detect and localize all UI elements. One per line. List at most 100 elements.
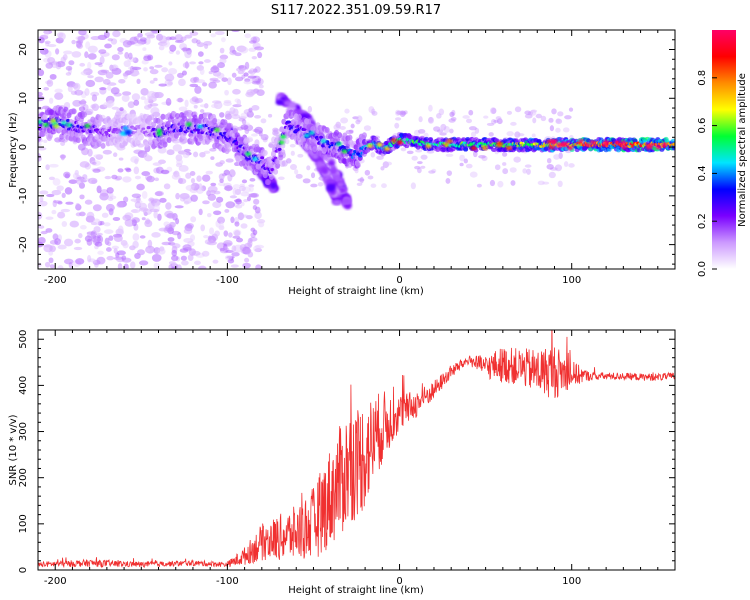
spectrogram-branch-blob [311,153,319,160]
spectrogram-ridge-halo [166,136,172,143]
spectrogram-speckle [445,153,454,157]
spectrogram-speckle [203,150,211,154]
spectrogram-speckle [160,169,170,174]
spectrogram-peak [66,123,73,128]
spectrogram-speckle [449,128,454,134]
x-tick-label: 0 [396,576,402,587]
spectrogram-speckle [234,230,241,237]
figure-title: S117.2022.351.09.59.R17 [271,3,441,18]
spectrogram-speckle [157,213,162,221]
spectrogram-speckle [247,251,254,258]
spectrogram-speckle [466,118,473,124]
spectrogram-speckle [376,155,384,160]
spectrogram-speckle [209,227,215,235]
spectrogram-speckle [219,160,225,165]
spectrogram-speckle [250,227,256,232]
spectrogram-speckle [290,150,295,156]
spectrogram-speckle [153,77,158,82]
spectrogram-speckle [53,200,62,204]
spectrogram-speckle [254,46,265,51]
spectrogram-speckle [200,224,206,232]
spectrogram-speckle [241,179,248,184]
spectrogram-speckle [100,69,110,74]
spectrogram-speckle [67,85,73,93]
spectrogram-speckle [524,164,532,168]
spectrogram-speckle [370,152,376,158]
spectrogram-speckle [122,39,132,48]
spectrogram-speckle [302,178,311,184]
spectrogram-speckle [199,68,205,75]
spectrogram-branch-blob [332,174,341,182]
spectrogram-speckle [476,183,482,188]
y-tick-label: 300 [18,422,29,441]
spectrogram-speckle [127,101,135,109]
spectrogram-speckle [43,30,49,37]
spectrogram-speckle [232,88,241,95]
spectrogram-speckle [546,157,552,164]
spectrogram-ridge-halo [273,168,279,175]
spectrogram-speckle [205,170,213,175]
spectrogram-speckle [69,220,80,228]
spectrogram-speckle [232,184,241,190]
spectrogram-speckle [196,175,202,182]
spectrogram-speckle [143,153,150,161]
spectrogram-speckle [151,253,162,262]
spectrogram-speckle [161,67,169,73]
spectrogram-speckle [555,127,561,133]
spectrogram-speckle [345,129,354,135]
spectrogram-speckle [107,100,115,107]
spectrogram-peak [280,134,287,139]
spectrogram-peak [366,143,373,148]
spectrogram-speckle [117,51,123,55]
spectrogram-speckle [206,212,212,218]
spectrogram-speckle [38,147,47,151]
spectrogram-speckle [394,122,400,129]
spectrogram-speckle [177,72,184,79]
spectrogram-speckle [63,50,73,55]
spectrogram-speckle [52,178,61,186]
spectrogram-branch-blob [325,178,335,186]
spectrogram-speckle [43,244,53,248]
spectrogram-ridge-halo [244,136,250,143]
spectrogram-speckle [93,154,104,158]
spectrogram-speckle [87,148,93,157]
spectrogram-speckle [167,213,175,219]
spectrogram-ridge-halo [148,136,154,143]
spectrogram-speckle [61,220,68,227]
colorbar-scale [712,30,736,269]
spectrogram-speckle [438,108,445,116]
spectrogram-speckle [165,98,172,106]
spectrogram-speckle [71,51,82,58]
spectrogram-speckle [215,196,224,203]
spectrogram-ridge-core [178,128,183,133]
spectrogram-speckle [60,154,65,161]
spectrogram-speckle [563,161,569,167]
spectrogram-speckle [57,244,67,250]
spectrogram-speckle [254,114,262,119]
spectrogram-speckle [43,139,48,143]
spectrogram-speckle [249,40,257,44]
spectrogram-speckle [251,133,258,137]
spectrogram-speckle [75,258,85,265]
spectrogram-speckle [234,98,240,103]
spectrogram-speckle [157,248,166,255]
spectrogram-speckle [183,200,190,205]
spectrogram-speckle [436,129,444,133]
spectrogram-speckle [395,117,402,121]
spectrogram-speckle [208,81,217,89]
spectrogram-speckle [250,89,261,94]
spectrogram-speckle [199,109,205,113]
y-tick-label: -10 [18,188,29,204]
spectrogram-speckle [76,176,85,180]
spectrogram-speckle [535,113,542,119]
spectrogram-peak [446,139,453,144]
spectrogram-speckle [107,241,112,247]
colorbar: 0.0 0.2 0.4 0.6 0.8 Normalized spectral ampl… [697,30,748,277]
spectrogram-speckle [182,244,192,251]
spectrogram-speckle [48,163,59,168]
spectrogram-speckle [143,67,148,72]
spectrogram-speckle [119,107,124,112]
spectrogram-y-ticks: -20 -10 0 10 20 [18,29,675,265]
spectrogram-ridge-halo [149,114,155,121]
spectrogram-ridge-core [44,119,49,123]
